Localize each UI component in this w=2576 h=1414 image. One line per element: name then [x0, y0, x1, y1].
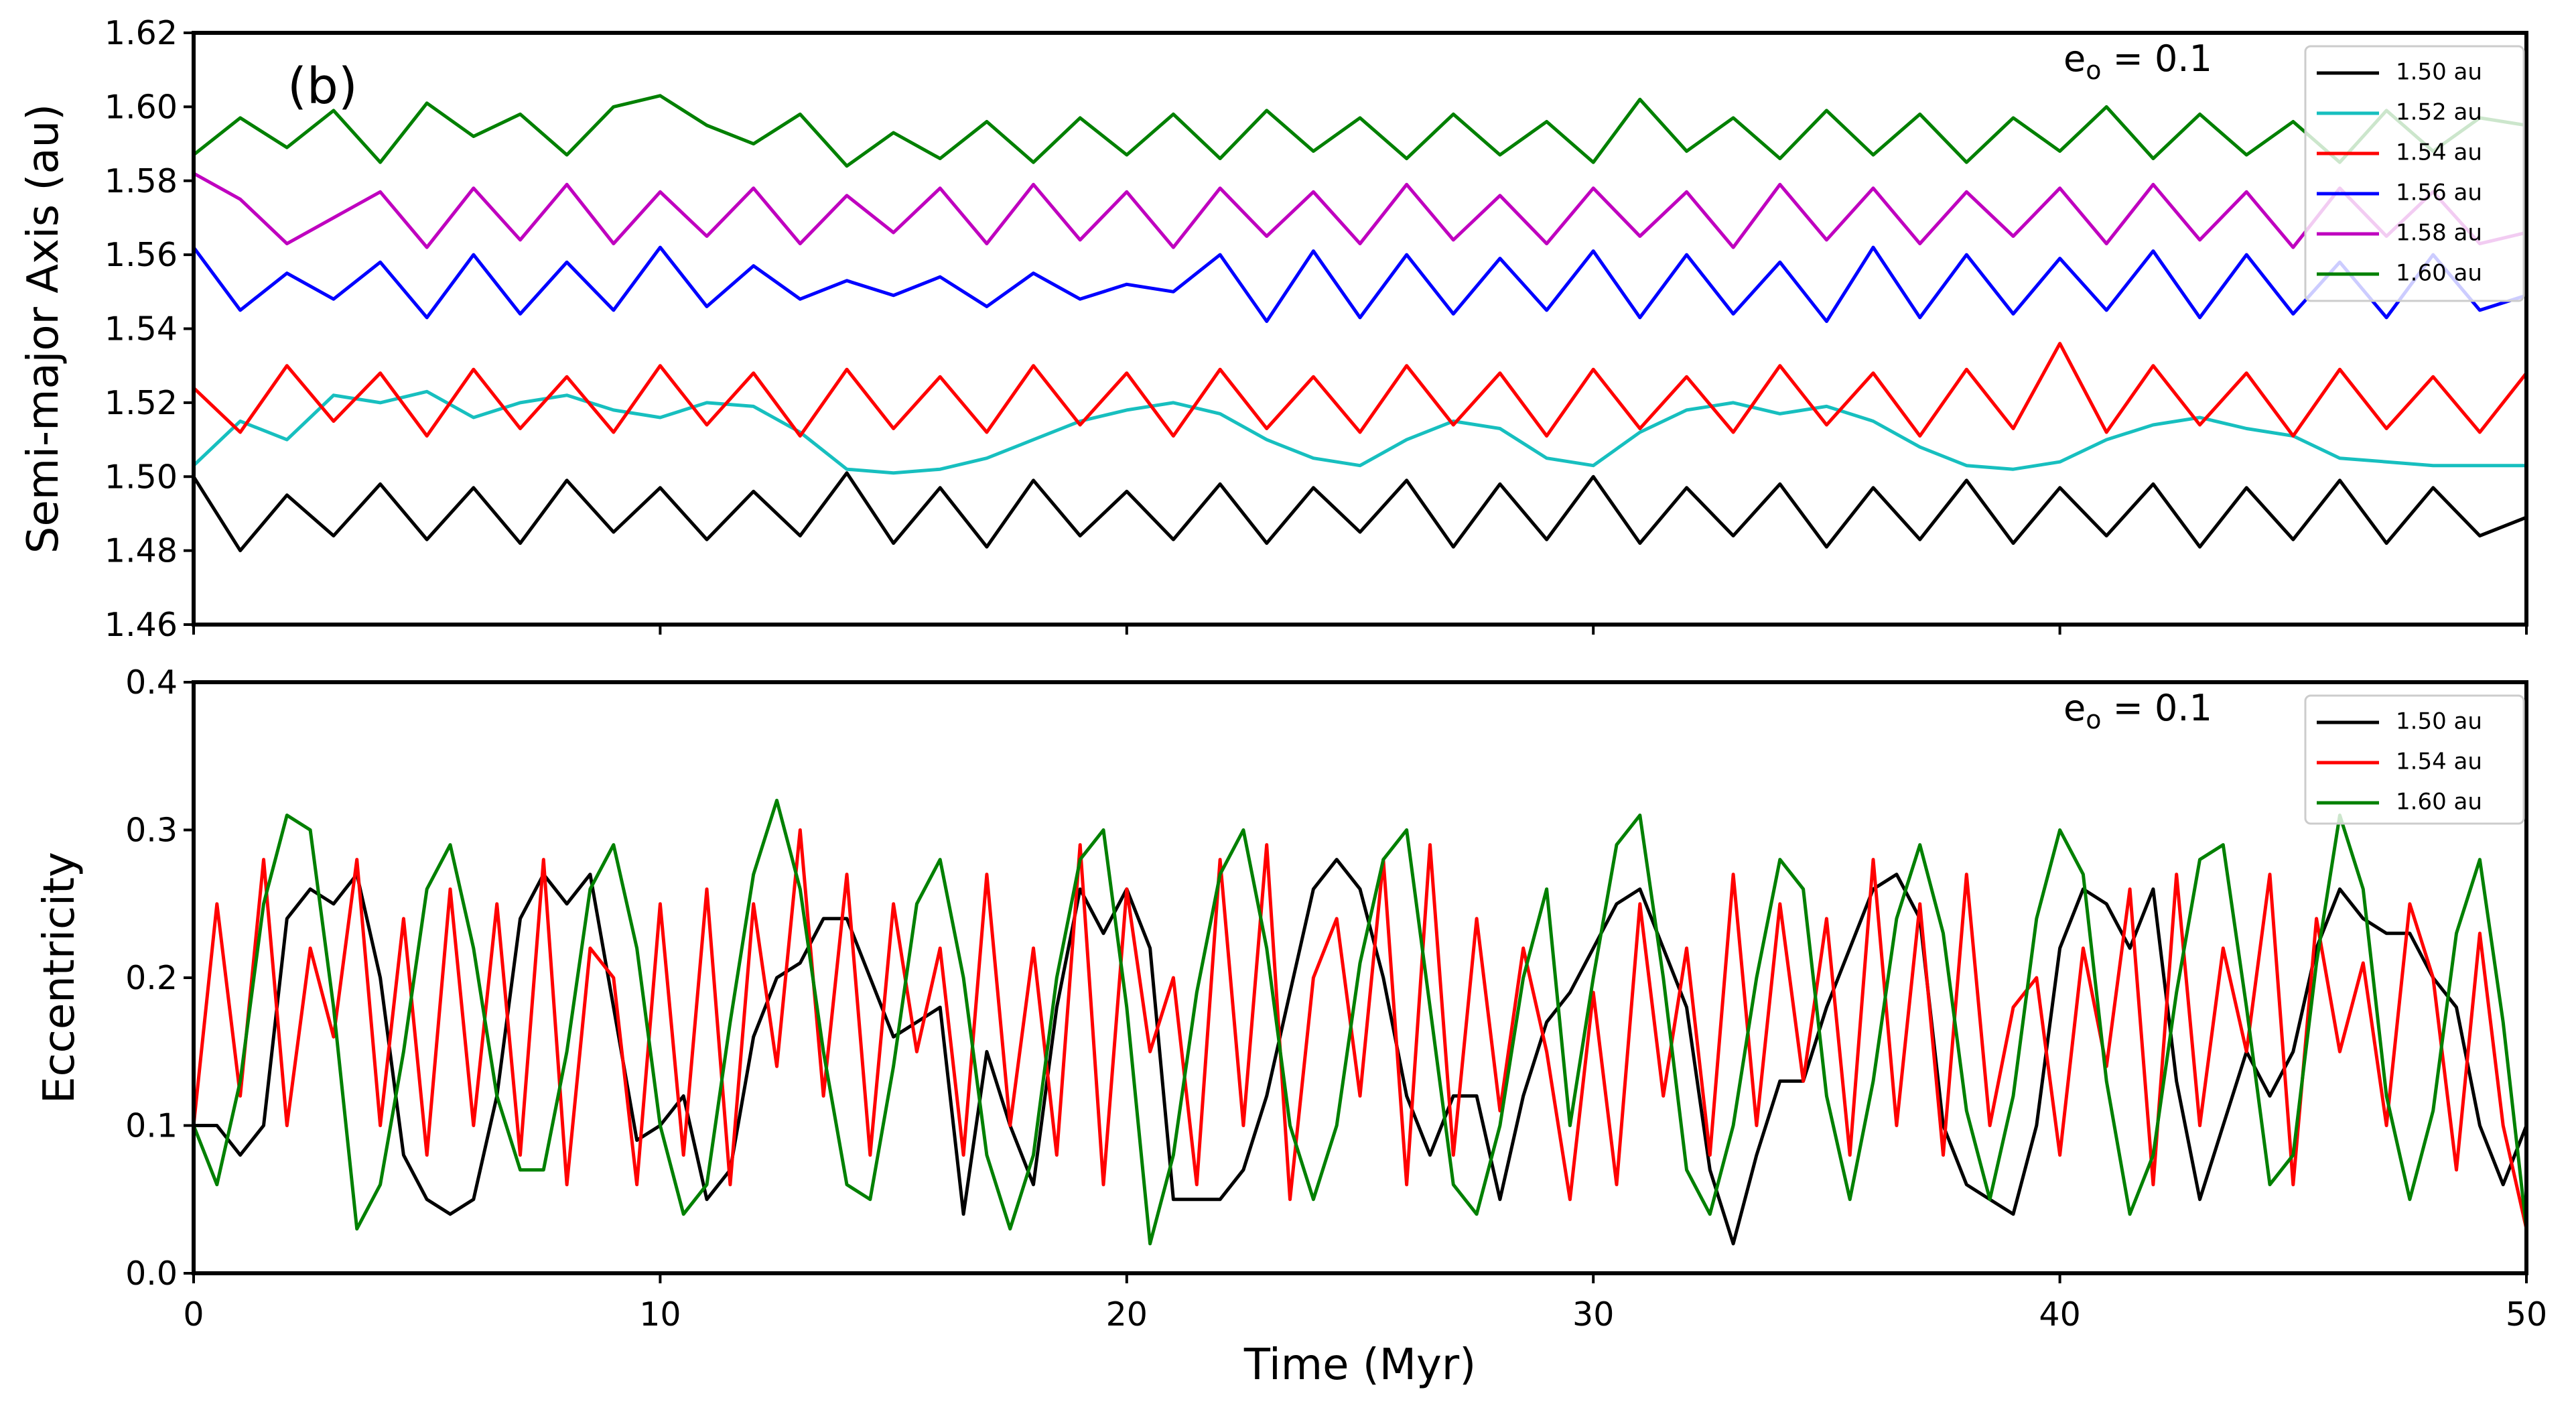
y-tick-label: 1.48 [105, 532, 178, 570]
annotation: eo = 0.1 [2063, 687, 2212, 734]
legend-label: 1.50 au [2396, 59, 2482, 86]
series-line [194, 471, 2526, 553]
series-line [194, 798, 2526, 1246]
series-line [194, 245, 2526, 323]
axes-frame [192, 31, 2528, 627]
y-tick-label: 1.62 [105, 14, 178, 52]
y-tick-label: 1.60 [105, 88, 178, 126]
y-axis-label: Semi-major Axis (au) [19, 104, 68, 554]
annotation-tail: = 0.1 [2101, 687, 2212, 729]
annotation-tail: = 0.1 [2101, 38, 2212, 80]
legend-label: 1.50 au [2396, 708, 2482, 735]
series-line [194, 342, 2526, 438]
series-line [194, 94, 2526, 168]
legend-label: 1.58 au [2396, 220, 2482, 247]
y-tick-label: 0.0 [125, 1255, 178, 1293]
x-tick-label: 30 [1572, 1295, 1614, 1334]
x-tick-label: 10 [639, 1295, 681, 1334]
y-tick-label: 0.1 [125, 1107, 178, 1145]
series-line [194, 172, 2526, 249]
legend-label: 1.52 au [2396, 99, 2482, 126]
y-tick-label: 1.50 [105, 458, 178, 496]
annotation-base: e [2063, 38, 2086, 80]
annotation-sub: o [2086, 56, 2101, 85]
legend-label: 1.60 au [2396, 260, 2482, 287]
panel-label: (b) [287, 58, 358, 115]
annotation: eo = 0.1 [2063, 38, 2212, 85]
y-tick-label: 0.3 [125, 812, 178, 850]
axes-frame [192, 680, 2528, 1275]
series-line [194, 389, 2526, 475]
x-axis-label: Time (Myr) [1243, 1340, 1476, 1390]
y-tick-label: 0.4 [125, 663, 178, 702]
annotation-sub: o [2086, 705, 2101, 734]
series-line [194, 828, 2526, 1230]
legend-label: 1.54 au [2396, 139, 2482, 166]
legend-label: 1.56 au [2396, 180, 2482, 206]
x-tick-label: 0 [183, 1295, 204, 1334]
annotation-base: e [2063, 687, 2086, 729]
y-tick-label: 0.2 [125, 959, 178, 997]
legend-box [2304, 45, 2525, 302]
y-tick-label: 1.52 [105, 384, 178, 422]
legend-label: 1.54 au [2396, 749, 2482, 775]
y-axis-label: Eccentricity [35, 852, 84, 1104]
x-tick-label: 50 [2506, 1295, 2547, 1334]
x-tick-label: 20 [1106, 1295, 1148, 1334]
x-tick-label: 40 [2039, 1295, 2080, 1334]
y-tick-label: 1.54 [105, 310, 178, 348]
legend-label: 1.60 au [2396, 789, 2482, 816]
y-tick-label: 1.58 [105, 162, 178, 200]
y-tick-label: 1.46 [105, 606, 178, 644]
y-tick-label: 1.56 [105, 236, 178, 274]
legend-box [2304, 694, 2525, 825]
series-line [194, 858, 2526, 1246]
